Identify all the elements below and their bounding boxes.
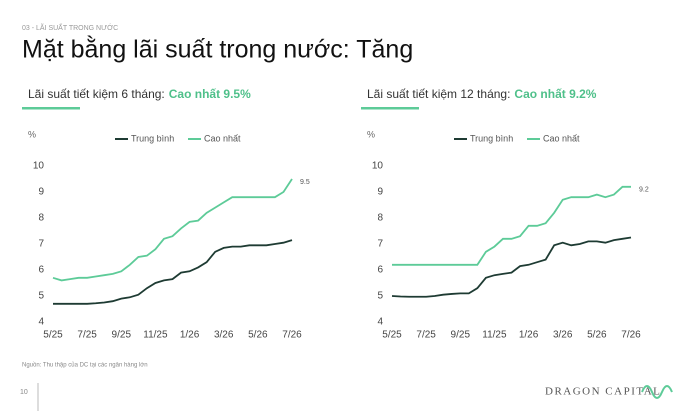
source-note: Nguồn: Thu thập của DC tại các ngân hàng…: [22, 362, 148, 369]
y-tick-label: 9: [38, 187, 44, 198]
end-value-label: 9.2: [639, 187, 649, 194]
chart-subtitle: Lãi suất tiết kiệm 12 tháng: Cao nhất 9.2…: [367, 87, 597, 101]
page-number: 10: [20, 389, 28, 396]
legend-label: Trung bình: [470, 133, 513, 143]
series-line: [392, 185, 631, 266]
y-tick-label: 8: [38, 213, 44, 224]
x-tick-label: 5/26: [248, 330, 268, 341]
subtitle-highlight: Cao nhất 9.2%: [514, 87, 596, 101]
x-tick-label: 9/25: [112, 330, 132, 341]
slide-title: Mặt bằng lãi suất trong nước: Tăng: [22, 35, 413, 64]
brand: DRAGON CAPITAL: [545, 386, 661, 398]
subtitle-underline: [361, 107, 419, 110]
subtitle-text: Lãi suất tiết kiệm 12 tháng:: [367, 87, 510, 101]
y-tick-label: 5: [377, 291, 383, 302]
subtitle-text: Lãi suất tiết kiệm 6 tháng:: [28, 87, 165, 101]
brand-logo: [641, 385, 673, 399]
y-tick-label: 9: [377, 187, 383, 198]
section-label: 03 - LÃI SUẤT TRONG NƯỚC: [22, 22, 118, 32]
series-line: [52, 178, 293, 282]
x-tick-label: 7/26: [621, 330, 641, 341]
y-tick-label: 4: [377, 317, 383, 328]
legend-label: Trung bình: [131, 133, 174, 143]
y-axis-label: %: [28, 129, 36, 139]
y-tick-label: 8: [377, 213, 383, 224]
y-tick-label: 5: [38, 291, 44, 302]
y-tick-label: 6: [377, 265, 383, 276]
y-tick-label: 7: [38, 239, 44, 250]
legend-label: Cao nhất: [543, 133, 580, 143]
x-tick-label: 5/25: [382, 330, 402, 341]
y-tick-label: 6: [38, 265, 44, 276]
y-tick-label: 4: [38, 317, 44, 328]
series-line: [53, 239, 293, 305]
y-tick-label: 10: [372, 161, 384, 172]
end-value-label: 9.5: [300, 179, 310, 186]
chart-subtitle: Lãi suất tiết kiệm 6 tháng: Cao nhất 9.5%: [28, 87, 251, 101]
series-line: [391, 236, 632, 298]
x-tick-label: 11/25: [482, 330, 507, 341]
x-tick-label: 3/26: [214, 330, 234, 341]
subtitle-highlight: Cao nhất 9.5%: [169, 87, 251, 101]
x-tick-label: 7/26: [282, 330, 302, 341]
x-tick-label: 7/25: [416, 330, 436, 341]
x-tick-label: 5/25: [43, 330, 63, 341]
x-tick-label: 11/25: [143, 330, 168, 341]
x-tick-label: 3/26: [553, 330, 573, 341]
legend-label: Cao nhất: [204, 133, 241, 143]
x-tick-label: 1/26: [519, 330, 539, 341]
x-tick-label: 7/25: [77, 330, 97, 341]
x-tick-label: 5/26: [587, 330, 607, 341]
y-tick-label: 10: [33, 161, 45, 172]
x-tick-label: 1/26: [180, 330, 200, 341]
x-tick-label: 9/25: [451, 330, 471, 341]
subtitle-underline: [22, 107, 80, 110]
y-axis-label: %: [367, 129, 375, 139]
y-tick-label: 7: [377, 239, 383, 250]
